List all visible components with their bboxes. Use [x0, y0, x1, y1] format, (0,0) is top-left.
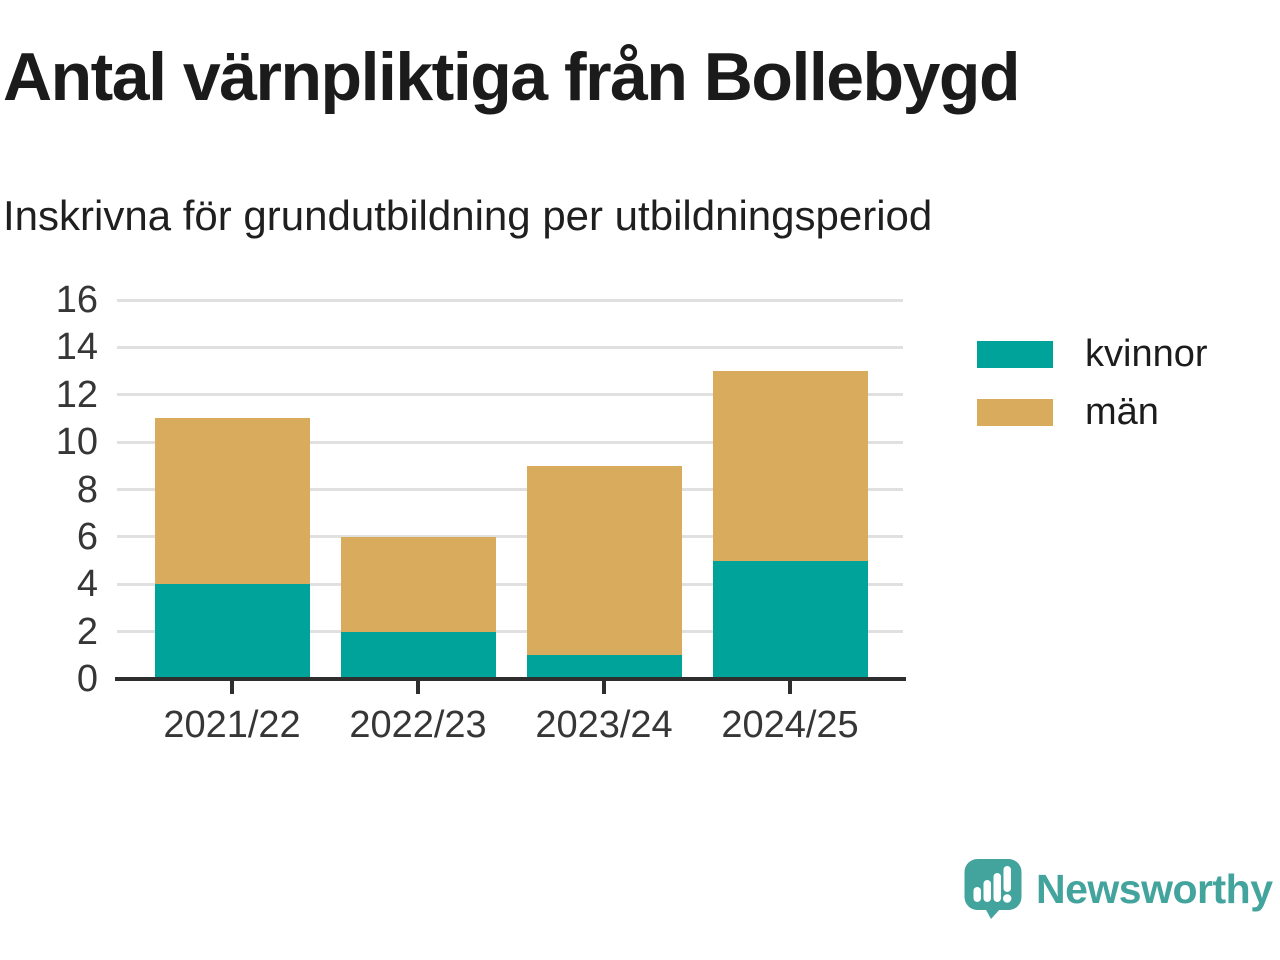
x-axis-tick: [788, 681, 792, 694]
bar-segment-män-2024/25: [712, 371, 868, 561]
y-axis-tick-label: 16: [55, 279, 98, 321]
y-axis-tick-label: 14: [55, 326, 98, 369]
x-axis-line: [115, 677, 906, 681]
x-axis-tick: [416, 681, 420, 694]
bar-segment-kvinnor-2021/22: [154, 584, 310, 679]
newsworthy-logo-icon: [964, 859, 1022, 919]
bar-segment-kvinnor-2023/24: [526, 655, 682, 679]
y-axis-tick-label: 0: [76, 658, 98, 700]
gridline-4: [117, 582, 903, 586]
gridline-6: [117, 535, 903, 539]
y-axis-tick-label: 12: [55, 373, 98, 416]
legend-swatch-män: [977, 399, 1053, 426]
gridline-16: [117, 298, 903, 302]
gridline-12: [117, 393, 903, 397]
y-axis-tick-label: 8: [76, 468, 98, 511]
x-axis-tick: [230, 681, 234, 694]
x-axis-tick-label: 2023/24: [535, 704, 673, 746]
chart-title: Antal värnpliktiga från Bollebygd: [3, 39, 1021, 115]
x-axis-tick: [602, 681, 606, 694]
gridline-8: [117, 488, 903, 491]
gridline-14: [117, 345, 903, 349]
bar-segment-kvinnor-2024/25: [712, 560, 868, 679]
legend-label-män: män: [1085, 391, 1159, 433]
gridline-2: [117, 630, 903, 634]
brand-name: Newsworthy: [1036, 865, 1273, 912]
y-axis-tick-label: 10: [55, 421, 98, 464]
chart-subtitle: Inskrivna för grundutbildning per utbild…: [3, 192, 933, 239]
y-axis-tick-label: 2: [76, 610, 98, 653]
legend-label-kvinnor: kvinnor: [1085, 333, 1208, 375]
legend-swatch-kvinnor: [977, 341, 1053, 368]
bar-segment-män-2021/22: [154, 418, 310, 585]
gridline-10: [117, 440, 903, 444]
brand-footer: Newsworthy: [963, 858, 1273, 920]
bar-segment-kvinnor-2022/23: [340, 631, 496, 679]
y-axis-tick-label: 4: [76, 563, 98, 606]
y-axis-tick-label: 6: [76, 515, 98, 558]
bar-segment-män-2023/24: [526, 465, 682, 656]
x-axis-tick-label: 2022/23: [349, 704, 487, 746]
x-axis-tick-label: 2021/22: [163, 704, 301, 746]
x-axis-tick-label: 2024/25: [721, 704, 859, 746]
bar-segment-män-2022/23: [340, 536, 496, 632]
